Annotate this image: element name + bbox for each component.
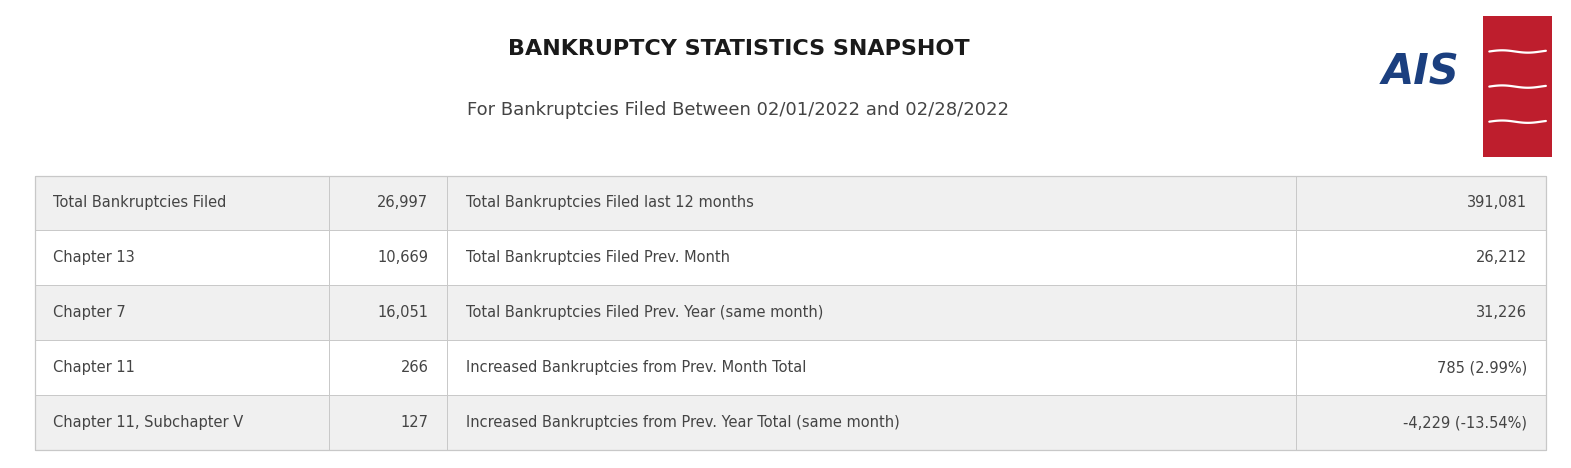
Bar (35, 285, 1546, 340)
Bar (35, 340, 1546, 395)
Bar (35, 395, 1546, 450)
Text: Total Bankruptcies Filed Prev. Month: Total Bankruptcies Filed Prev. Month (467, 250, 731, 265)
Bar (35, 230, 1546, 285)
Text: 785 (2.99%): 785 (2.99%) (1437, 360, 1527, 375)
Text: Total Bankruptcies Filed Prev. Year (same month): Total Bankruptcies Filed Prev. Year (sam… (467, 305, 823, 321)
Text: AIS: AIS (1381, 51, 1459, 94)
Text: 10,669: 10,669 (377, 250, 429, 265)
Bar (35, 176, 1546, 450)
Text: Increased Bankruptcies from Prev. Year Total (same month): Increased Bankruptcies from Prev. Year T… (467, 415, 900, 430)
Text: Chapter 7: Chapter 7 (53, 305, 126, 321)
Text: 26,212: 26,212 (1475, 250, 1527, 265)
Text: BANKRUPTCY STATISTICS SNAPSHOT: BANKRUPTCY STATISTICS SNAPSHOT (507, 39, 969, 59)
Text: For Bankruptcies Filed Between 02/01/2022 and 02/28/2022: For Bankruptcies Filed Between 02/01/202… (467, 101, 1010, 119)
Text: 127: 127 (401, 415, 429, 430)
Text: -4,229 (-13.54%): -4,229 (-13.54%) (1403, 415, 1527, 430)
Text: Chapter 11, Subchapter V: Chapter 11, Subchapter V (53, 415, 244, 430)
Text: 16,051: 16,051 (377, 305, 429, 321)
Bar (35, 176, 1546, 230)
Text: Chapter 13: Chapter 13 (53, 250, 135, 265)
Text: Total Bankruptcies Filed: Total Bankruptcies Filed (53, 196, 226, 211)
Text: 31,226: 31,226 (1477, 305, 1527, 321)
Bar (1483, 16, 1552, 157)
Text: Chapter 11: Chapter 11 (53, 360, 135, 375)
Text: 266: 266 (401, 360, 429, 375)
Text: 26,997: 26,997 (377, 196, 429, 211)
Text: 391,081: 391,081 (1467, 196, 1527, 211)
Text: Increased Bankruptcies from Prev. Month Total: Increased Bankruptcies from Prev. Month … (467, 360, 806, 375)
Text: Total Bankruptcies Filed last 12 months: Total Bankruptcies Filed last 12 months (467, 196, 754, 211)
